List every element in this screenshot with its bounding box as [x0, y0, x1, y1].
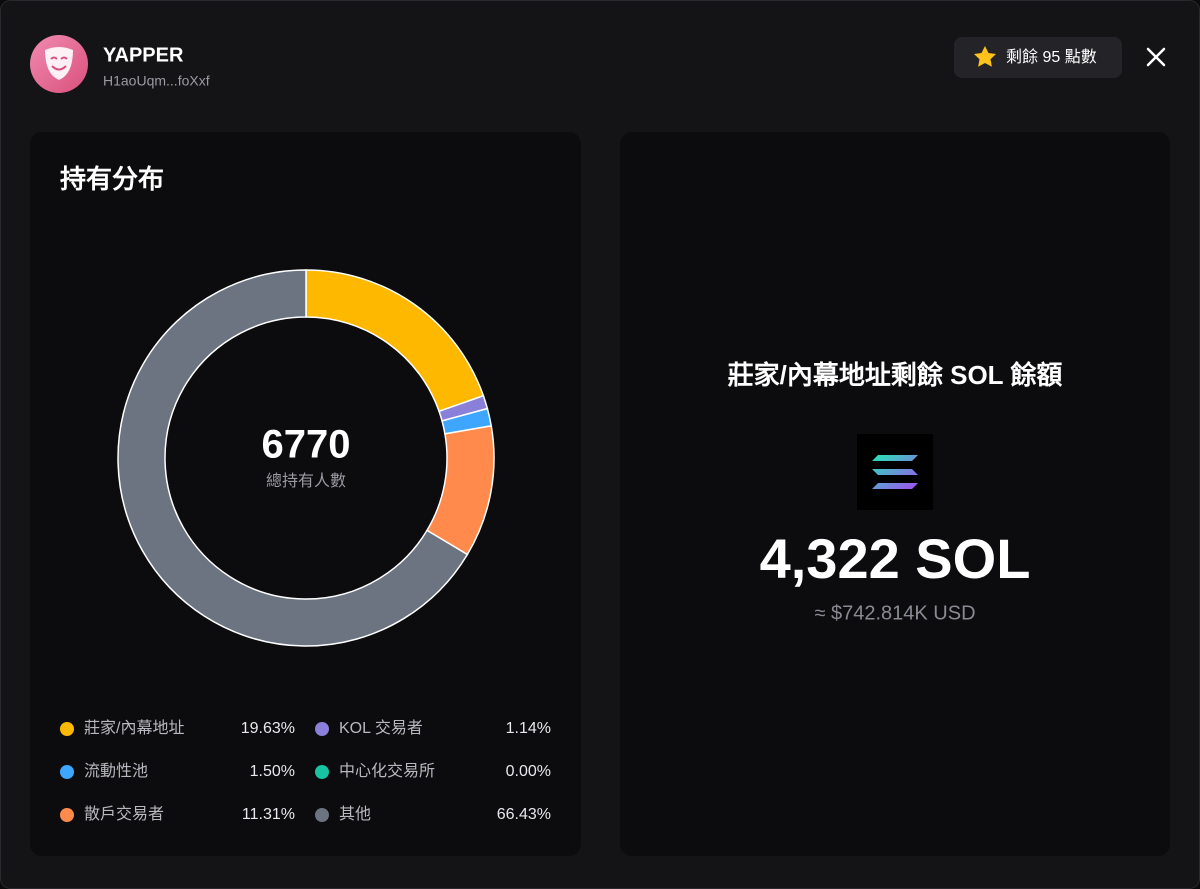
balance-amount: 4,322 SOL	[760, 527, 1031, 590]
donut	[117, 269, 495, 647]
legend-label: 散戶交易者	[84, 805, 164, 823]
points-button[interactable]	[954, 37, 1122, 78]
legend-dot	[315, 808, 329, 822]
legend-label: KOL 交易者	[339, 719, 423, 737]
legend-dot	[60, 722, 74, 736]
panel	[30, 132, 581, 856]
title: YAPPER	[103, 44, 184, 66]
legend-value: 0.00%	[506, 763, 551, 780]
legend-label: 中心化交易所	[339, 762, 435, 780]
chart-title: 持有分布	[60, 164, 164, 194]
balance-usd: ≈ $742.814K USD	[814, 602, 975, 624]
sol-logo-bars	[872, 455, 918, 489]
legend-label: 流動性池	[84, 762, 148, 780]
total-label: 總持有人數	[266, 472, 346, 490]
legend: 莊家/內幕地址 19.63% KOL 交易者 1.14% 流動性池 1.50% 中心化交易所…	[60, 719, 551, 823]
legend-dot	[315, 722, 329, 736]
legend-value: 1.50%	[250, 763, 295, 780]
legend-label: 其他	[339, 805, 371, 823]
slice	[117, 269, 469, 647]
points: 剩餘 95 點數	[1006, 48, 1097, 66]
legend-dot	[60, 808, 74, 822]
legend-value: 66.43%	[497, 806, 551, 823]
legend-value: 19.63%	[241, 720, 295, 737]
legend-value: 11.31%	[242, 806, 295, 823]
legend-dot	[315, 765, 329, 779]
legend-value: 1.14%	[506, 720, 551, 737]
avatar-mask	[45, 47, 73, 80]
star-icon	[974, 46, 996, 67]
legend-dot	[60, 765, 74, 779]
avatar-face	[50, 56, 68, 71]
address: H1aoUqm...foXxf	[103, 73, 210, 89]
total: 6770	[262, 423, 351, 467]
balance-title: 莊家/內幕地址剩餘 SOL 餘額	[728, 360, 1063, 390]
legend-label: 莊家/內幕地址	[84, 719, 184, 737]
close-button[interactable]	[1146, 47, 1166, 67]
